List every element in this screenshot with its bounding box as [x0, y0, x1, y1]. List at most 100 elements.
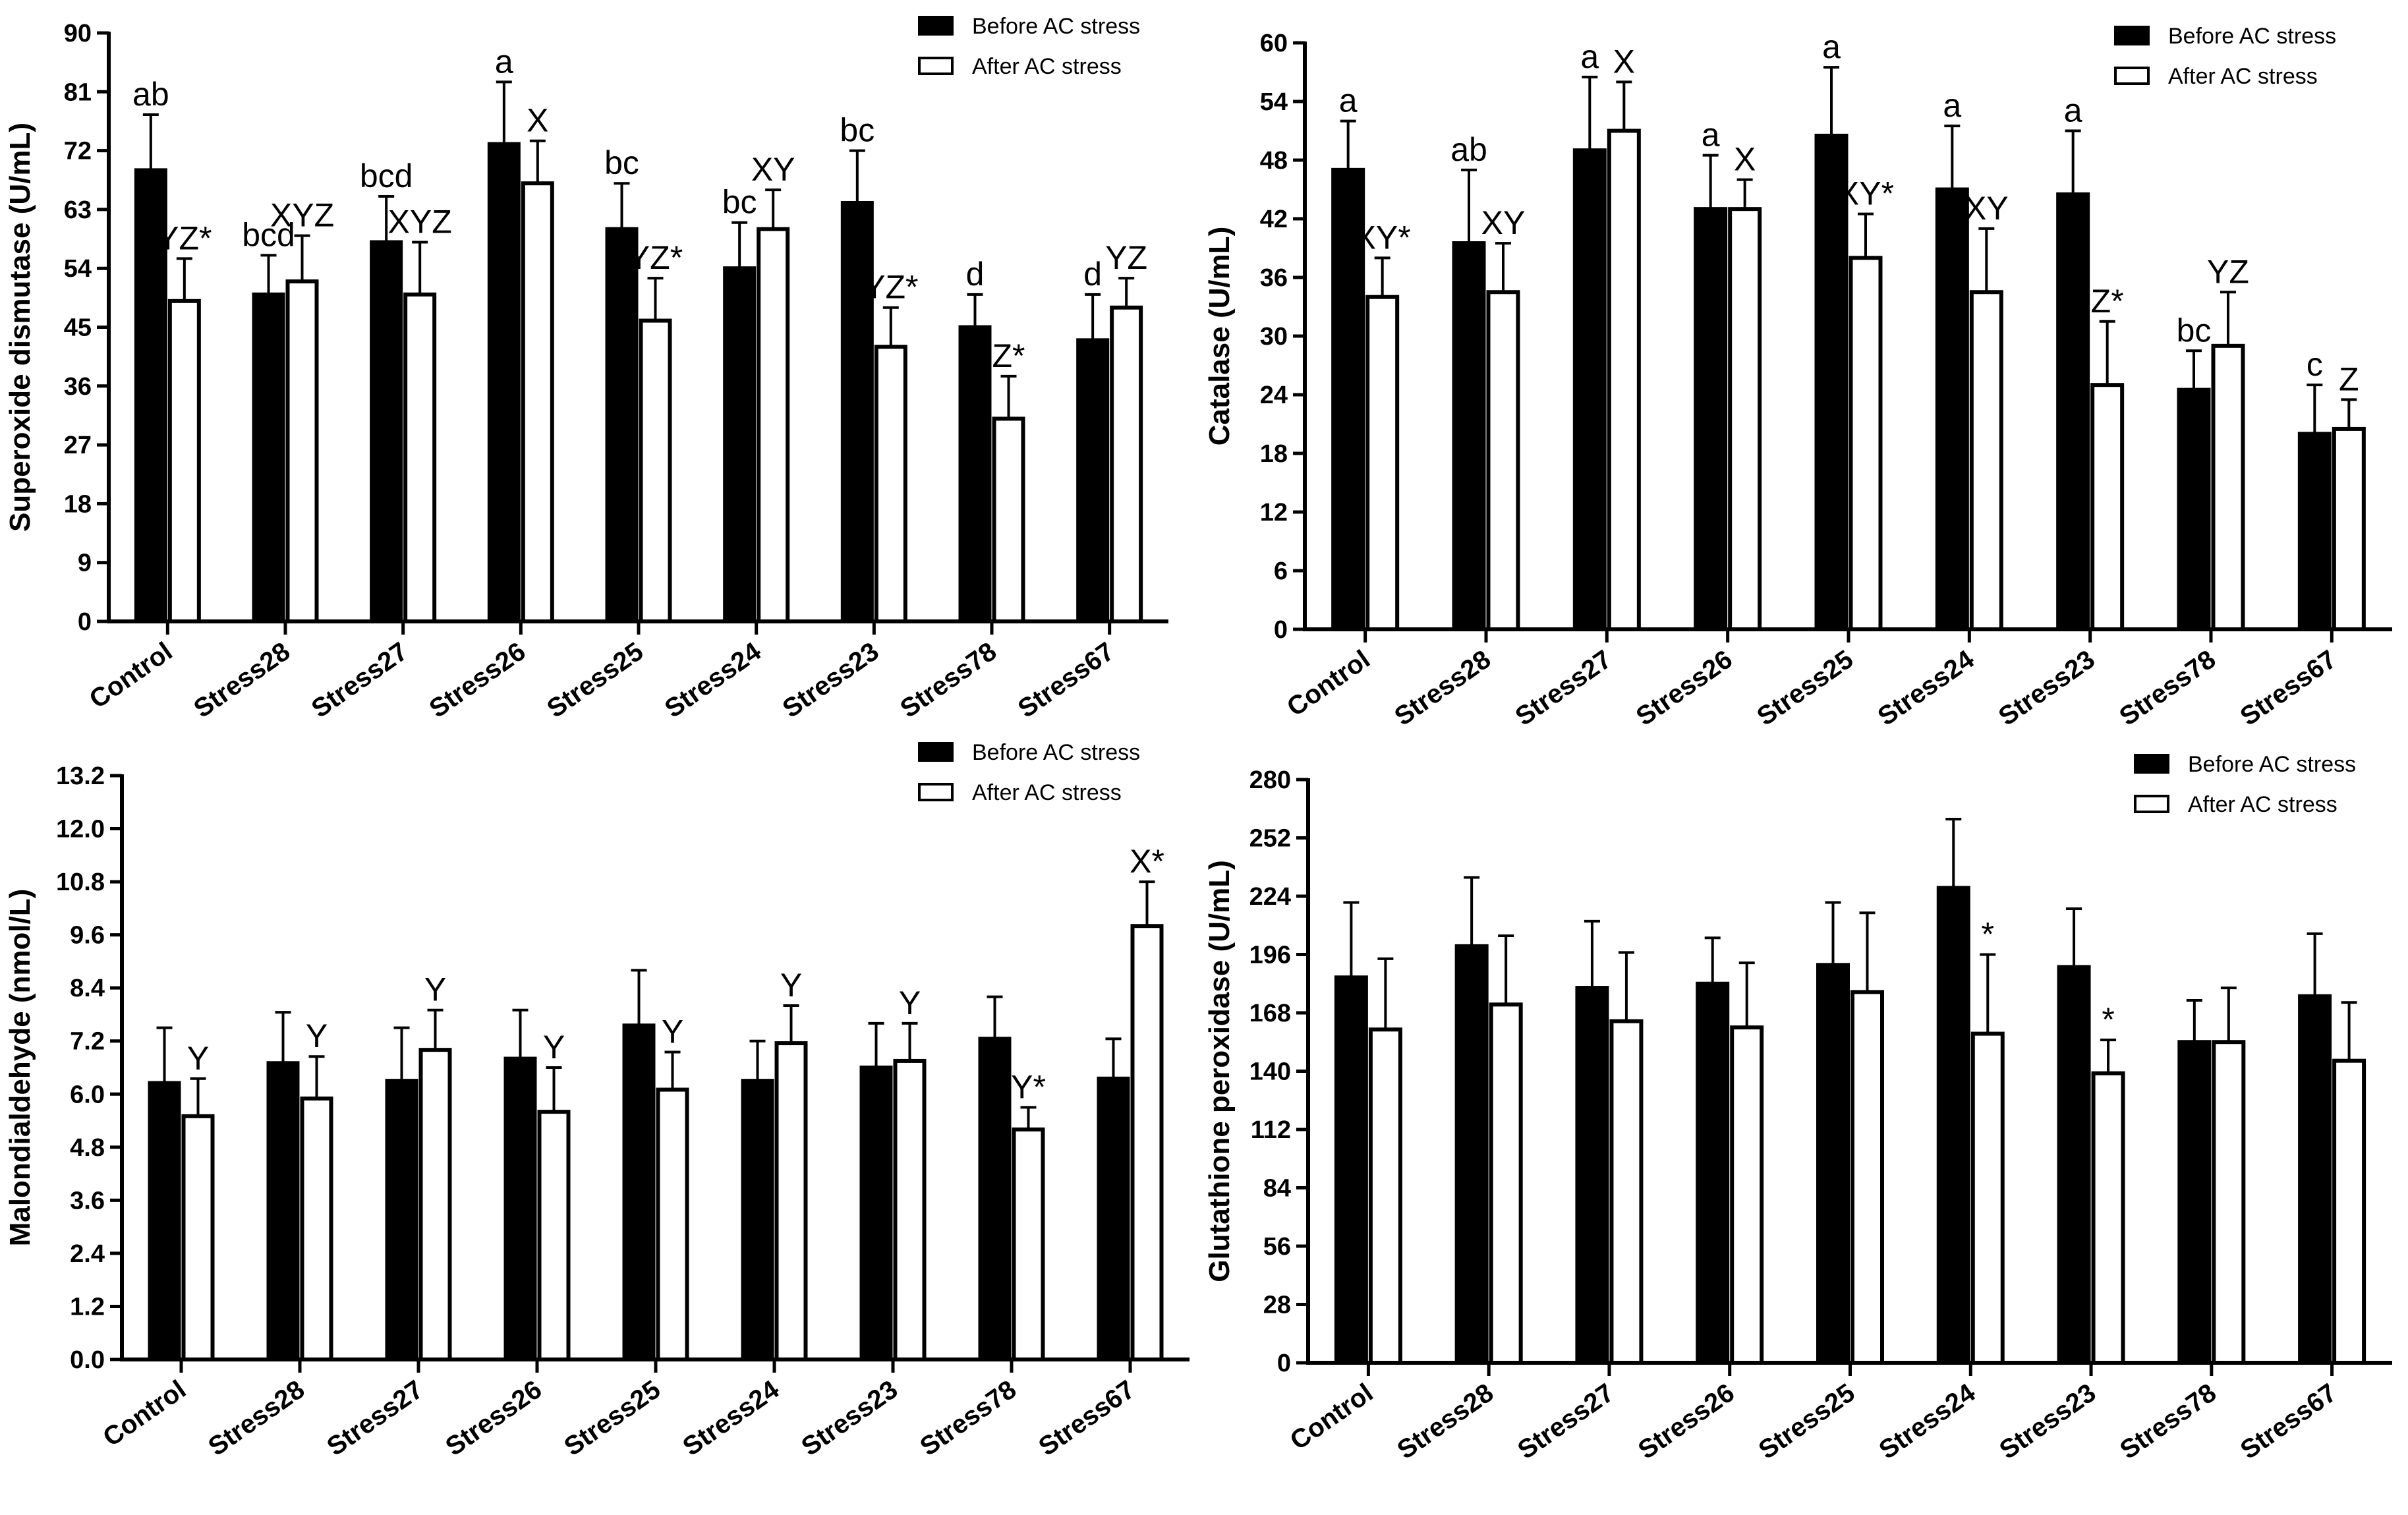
legend-swatch-after	[918, 783, 954, 801]
bar-before-stress78	[978, 1037, 1012, 1361]
bar-before-stress28	[266, 1061, 300, 1361]
bar-before-stress25	[1816, 963, 1850, 1365]
y-tick-label: 140	[1249, 1058, 1291, 1086]
bar-after-stress26	[1728, 207, 1762, 631]
bar-before-stress23	[2056, 192, 2090, 631]
x-tick-label: Stress25	[559, 1375, 666, 1462]
significance-label: X	[1613, 43, 1635, 80]
bar-before-stress27	[1572, 148, 1607, 631]
bar-after-stress25	[656, 1087, 689, 1361]
y-tick-label: 54	[1260, 88, 1288, 116]
legend-label-after: After AC stress	[972, 54, 1122, 79]
significance-label: a	[1580, 38, 1599, 75]
significance-label: *	[1982, 916, 1994, 953]
significance-label: XYZ	[270, 197, 334, 234]
x-tick-label: Stress27	[1510, 644, 1617, 731]
bar-after-stress78	[1012, 1127, 1045, 1362]
y-tick-label: 10.8	[56, 869, 105, 896]
x-tick-label: Stress24	[1874, 1378, 1981, 1465]
x-tick-label: Stress23	[1993, 644, 2100, 731]
x-tick-label: Stress26	[1631, 644, 1738, 731]
y-tick-label: 196	[1249, 942, 1291, 969]
y-tick-label: 0	[1277, 1350, 1291, 1377]
y-tick-label: 8.4	[70, 975, 105, 1002]
x-tick-label: Stress78	[915, 1375, 1021, 1462]
y-tick-label: 6.0	[70, 1081, 105, 1108]
chart-panel-4: 0 28 56 84 112 140 168 196 224 252 280 Glutathione …	[1203, 752, 2392, 1465]
x-tick-label: Stress67	[1013, 637, 1120, 724]
bar-after-stress26	[1730, 1025, 1764, 1365]
y-tick-label: 12	[1260, 499, 1288, 527]
legend-label-after: After AC stress	[972, 780, 1122, 805]
legend-swatch-before	[918, 742, 954, 762]
x-tick-label: Stress26	[1633, 1378, 1740, 1465]
y-axis-label: Catalase (U/mL)	[1203, 227, 1236, 446]
bar-before-stress28	[252, 292, 285, 623]
bar-before-stress25	[622, 1023, 656, 1361]
bar-before-stress25	[605, 227, 639, 623]
significance-label: XYZ	[388, 204, 452, 241]
significance-label: Z	[2339, 360, 2359, 397]
bar-before-stress24	[741, 1079, 774, 1361]
x-tick-label: Control	[1285, 1378, 1379, 1456]
bar-after-stress78	[992, 416, 1025, 624]
bar-after-control	[1365, 295, 1400, 631]
y-tick-label: 280	[1249, 766, 1291, 794]
bar-after-stress27	[1609, 1019, 1644, 1365]
x-tick-label: Stress23	[778, 637, 884, 724]
bar-after-stress23	[2090, 383, 2125, 632]
x-tick-label: Stress25	[1752, 644, 1858, 731]
x-tick-label: Stress26	[440, 1375, 547, 1462]
y-tick-label: 3.6	[70, 1187, 105, 1215]
bar-before-control	[148, 1081, 181, 1361]
bar-after-stress78	[2212, 1040, 2246, 1365]
y-tick-label: 30	[1260, 323, 1288, 351]
chart-panel-1: 0 9 18 27 36 45 54 63 72 81 90 Superoxide dismutase…	[4, 14, 1168, 724]
y-tick-label: 28	[1263, 1292, 1291, 1319]
significance-label: Y	[306, 1017, 328, 1054]
x-tick-label: Stress23	[1994, 1378, 2101, 1465]
significance-label: Y	[899, 985, 921, 1021]
bar-after-stress26	[537, 1110, 571, 1361]
bar-after-control	[1368, 1027, 1402, 1365]
bar-after-stress27	[403, 292, 437, 623]
y-tick-label: 36	[1260, 264, 1288, 292]
legend-label-after: After AC stress	[2168, 64, 2318, 89]
y-tick-label: 56	[1263, 1233, 1291, 1261]
x-tick-label: Stress78	[2114, 644, 2221, 731]
x-tick-label: Stress28	[203, 1375, 310, 1462]
bar-before-control	[1334, 975, 1368, 1365]
bar-after-stress25	[1849, 256, 1883, 632]
bar-after-stress28	[285, 279, 319, 623]
significance-label: X	[527, 102, 548, 139]
significance-label: Z*	[2091, 283, 2124, 320]
y-tick-label: 24	[1260, 382, 1288, 409]
bar-after-stress28	[1486, 290, 1520, 631]
bar-after-stress24	[757, 227, 790, 623]
x-tick-label: Stress26	[424, 637, 531, 724]
significance-label: bc	[604, 144, 639, 181]
x-tick-label: Stress28	[188, 637, 295, 724]
bar-before-stress78	[2177, 387, 2211, 631]
bar-before-control	[134, 168, 167, 624]
y-tick-label: 27	[64, 432, 92, 459]
bar-before-stress24	[1936, 886, 1970, 1365]
bar-after-stress28	[1489, 1002, 1523, 1365]
bar-after-stress25	[1850, 990, 1884, 1365]
y-tick-label: 60	[1260, 30, 1288, 57]
significance-label: Z*	[992, 337, 1025, 374]
chart-panel-3: 0.0 1.2 2.4 3.6 4.8 6.0 7.2 8.4 9.6 10.8 12.0 13.2 M…	[4, 740, 1190, 1462]
legend-swatch-before	[2114, 26, 2150, 45]
x-tick-label: Stress27	[1512, 1378, 1619, 1465]
bar-before-stress78	[2177, 1040, 2212, 1365]
y-tick-label: 72	[64, 138, 92, 165]
y-tick-label: 4.8	[70, 1134, 105, 1162]
significance-label: XY	[751, 151, 795, 188]
legend-swatch-after	[918, 57, 954, 75]
significance-label: a	[495, 43, 513, 80]
bar-before-stress67	[1076, 338, 1110, 623]
bar-after-stress25	[639, 318, 672, 623]
x-tick-label: Stress78	[895, 637, 1002, 724]
bar-after-control	[167, 299, 201, 623]
significance-label: YZ	[1105, 239, 1147, 276]
